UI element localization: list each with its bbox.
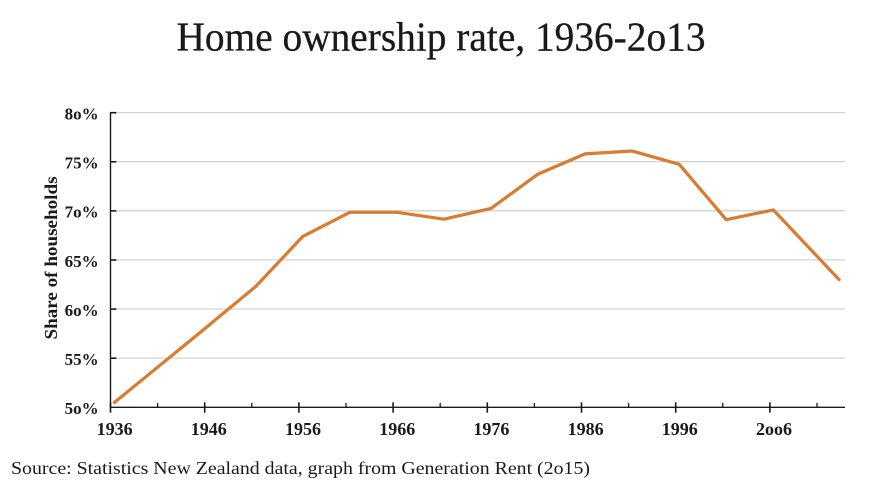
svg-text:1986: 1986 [568,419,604,439]
svg-text:Home ownership rate, 1936-2o13: Home ownership rate, 1936-2o13 [177,13,706,59]
svg-text:1956: 1956 [285,419,321,439]
svg-text:2oo6: 2oo6 [756,419,792,439]
svg-text:1936: 1936 [97,419,133,439]
svg-text:8o%: 8o% [65,105,99,124]
svg-text:5o%: 5o% [65,399,99,418]
svg-text:65%: 65% [65,252,99,271]
svg-text:1966: 1966 [379,419,415,439]
svg-text:7o%: 7o% [65,203,99,222]
svg-text:Share of households: Share of households [41,177,61,340]
svg-text:1946: 1946 [191,419,227,439]
svg-text:6o%: 6o% [65,301,99,320]
svg-text:1996: 1996 [662,419,698,439]
svg-text:55%: 55% [65,350,99,369]
svg-text:Source: Statistics New Zealand: Source: Statistics New Zealand data, gra… [11,458,590,479]
svg-text:1976: 1976 [473,419,509,439]
svg-text:75%: 75% [65,154,99,173]
